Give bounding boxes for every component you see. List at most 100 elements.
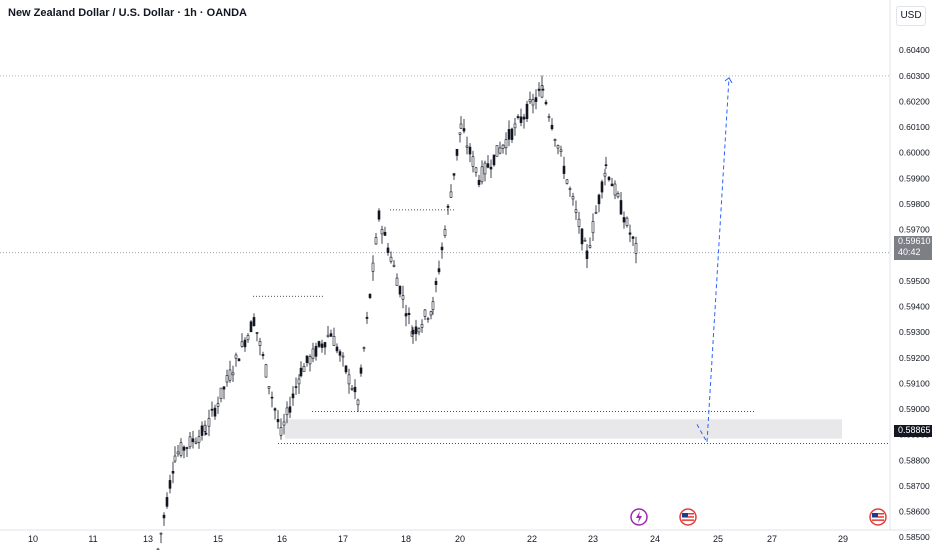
candle-body xyxy=(525,103,529,120)
candle-body xyxy=(210,408,214,411)
candle-body xyxy=(616,193,620,198)
candle-body xyxy=(610,183,614,187)
candle-body xyxy=(431,301,435,310)
candles xyxy=(156,75,638,550)
candle-body xyxy=(249,321,253,333)
price-tick-label: 0.59400 xyxy=(899,302,930,312)
candle-body xyxy=(619,200,623,215)
candle-body xyxy=(556,144,560,149)
candle-body xyxy=(182,446,186,451)
price-tick-label: 0.60100 xyxy=(899,122,930,132)
us-flag-icon[interactable] xyxy=(679,508,697,526)
candle-body xyxy=(305,355,309,363)
candle-body xyxy=(173,455,177,462)
candle-body xyxy=(420,324,424,328)
lightning-icon[interactable] xyxy=(630,508,648,526)
price-tick-label: 0.58700 xyxy=(899,481,930,491)
price-tick-label: 0.60200 xyxy=(899,96,930,106)
candle-body xyxy=(207,418,211,427)
candle-body xyxy=(429,311,433,316)
candle-body xyxy=(434,280,438,285)
candle-body xyxy=(625,217,629,226)
candle-body xyxy=(443,229,447,236)
candle-body xyxy=(480,166,484,183)
projection-arrowhead xyxy=(724,77,733,84)
candle-body xyxy=(401,295,405,300)
candle-body xyxy=(474,167,478,173)
time-tick-label: 13 xyxy=(143,534,153,544)
candle-body xyxy=(356,399,360,406)
price-tick-label: 0.60000 xyxy=(899,148,930,158)
candle-body xyxy=(338,351,342,356)
candle-body xyxy=(302,366,306,372)
candle-body xyxy=(185,447,189,449)
candle-body xyxy=(452,173,456,176)
candle-body xyxy=(285,407,289,416)
candle-body xyxy=(216,403,220,407)
currency-button[interactable]: USD xyxy=(896,6,926,26)
candle-body xyxy=(483,162,487,175)
candle-body xyxy=(297,378,301,385)
candle-body xyxy=(468,146,472,155)
candle-body xyxy=(264,364,268,378)
candle-body xyxy=(261,354,265,356)
current-price-label: 0.59610 xyxy=(898,236,931,246)
candle-body xyxy=(541,88,545,91)
candle-body xyxy=(462,128,466,132)
candle-body xyxy=(288,406,292,413)
candle-body xyxy=(291,393,295,399)
candle-body xyxy=(423,309,427,317)
time-tick-label: 10 xyxy=(28,534,38,544)
candle-body xyxy=(282,421,286,426)
candle-body xyxy=(604,164,608,167)
candle-body xyxy=(299,367,303,377)
candle-body xyxy=(359,367,363,374)
candle-body xyxy=(440,246,444,251)
candle-body xyxy=(392,264,396,267)
candle-body xyxy=(237,358,241,362)
candle-body xyxy=(547,116,551,118)
candle-body xyxy=(246,335,250,341)
candle-body xyxy=(565,179,569,184)
current-price-tag: 0.59610 40:42 xyxy=(894,236,932,260)
candle-body xyxy=(571,196,575,200)
price-tick-label: 0.59300 xyxy=(899,327,930,337)
candle-body xyxy=(225,375,229,383)
candle-body xyxy=(386,247,390,253)
candle-body xyxy=(580,228,584,245)
candle-body xyxy=(240,341,244,347)
candle-body xyxy=(371,262,375,272)
candle-body xyxy=(270,396,274,399)
candle-body xyxy=(267,386,271,389)
candle-body xyxy=(228,369,232,381)
candle-body xyxy=(188,436,192,448)
reference-lines xyxy=(0,75,890,445)
price-tick-label: 0.59800 xyxy=(899,199,930,209)
candle-body xyxy=(377,210,381,220)
price-tick-label: 0.59000 xyxy=(899,404,930,414)
chart-title: New Zealand Dollar / U.S. Dollar · 1h · … xyxy=(8,7,247,19)
candle-body xyxy=(252,317,256,326)
candle-body xyxy=(276,419,280,423)
us-flag-icon[interactable] xyxy=(869,508,887,526)
candle-body xyxy=(314,345,318,357)
price-tick-label: 0.58800 xyxy=(899,455,930,465)
projection-path xyxy=(696,77,730,445)
candle-body xyxy=(234,354,238,359)
candle-body xyxy=(504,139,508,149)
price-tick-label: 0.59100 xyxy=(899,378,930,388)
candle-body xyxy=(204,432,208,435)
candle-body xyxy=(258,340,262,347)
candle-body xyxy=(197,436,201,443)
candle-body xyxy=(389,256,393,262)
candle-body xyxy=(411,329,415,335)
candle-body xyxy=(335,346,339,352)
candle-body xyxy=(607,176,611,181)
candle-body xyxy=(374,237,378,245)
candle-body xyxy=(426,318,430,320)
candle-body xyxy=(459,123,463,129)
time-tick-label: 25 xyxy=(713,534,723,544)
candle-body xyxy=(362,347,366,349)
candle-body xyxy=(407,312,411,316)
